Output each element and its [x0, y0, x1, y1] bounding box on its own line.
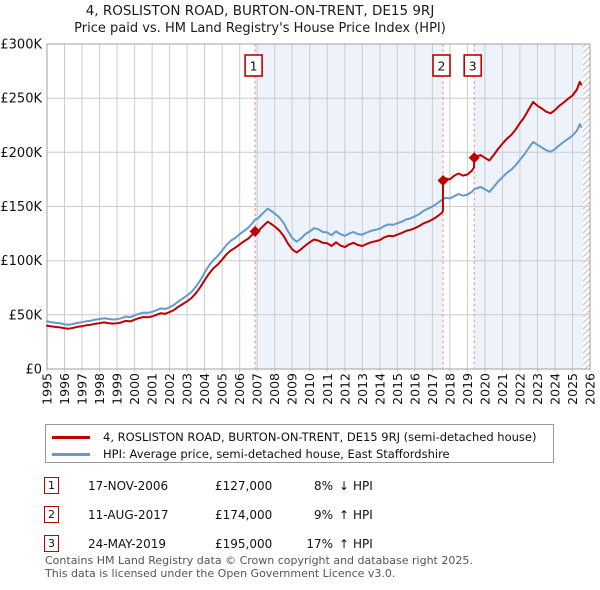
svg-text:2008: 2008: [267, 373, 282, 405]
svg-text:1996: 1996: [57, 373, 72, 405]
page-title: 4, ROSLISTON ROAD, BURTON-ON-TRENT, DE15…: [85, 3, 435, 19]
svg-text:2006: 2006: [232, 373, 247, 405]
svg-text:2018: 2018: [442, 373, 457, 405]
legend-label-property: 4, ROSLISTON ROAD, BURTON-ON-TRENT, DE15…: [103, 430, 537, 444]
svg-text:2019: 2019: [460, 373, 475, 405]
svg-text:2007: 2007: [250, 373, 265, 405]
svg-text:£300K: £300K: [0, 38, 42, 53]
sale-1-date: 17-NOV-2006: [88, 479, 169, 493]
svg-text:2026: 2026: [583, 373, 598, 405]
svg-text:2017: 2017: [425, 373, 440, 405]
sale-3-price: £195,000: [215, 537, 273, 551]
sale-1-percent: 8%: [313, 479, 333, 493]
svg-text:2016: 2016: [407, 373, 422, 405]
sale-1-marker-badge: 1: [44, 477, 59, 494]
sale-row-3: 3 24-MAY-2019 £195,000 17% ↑ HPI: [44, 534, 464, 554]
page-subtitle: Price paid vs. HM Land Registry's House …: [74, 21, 446, 36]
svg-text:£50K: £50K: [9, 308, 43, 323]
sale-1-down-arrow-icon: ↓: [339, 479, 350, 493]
svg-text:2004: 2004: [197, 373, 212, 405]
legend-item-hpi: HPI: Average price, semi-detached house,…: [52, 446, 450, 462]
footer-line-2: This data is licensed under the Open Gov…: [45, 566, 396, 580]
sale-3-date: 24-MAY-2019: [88, 537, 167, 551]
svg-text:2002: 2002: [162, 373, 177, 405]
svg-text:2013: 2013: [355, 373, 370, 405]
sale-2-percent: 9%: [313, 508, 333, 522]
svg-text:2011: 2011: [320, 373, 335, 405]
sale-2-date: 11-AUG-2017: [88, 508, 169, 522]
svg-text:£100K: £100K: [0, 254, 42, 269]
svg-text:2023: 2023: [530, 373, 545, 405]
sale-1-hpi-label: HPI: [353, 479, 373, 493]
sale-1-price: £127,000: [215, 479, 273, 493]
legend-item-property: 4, ROSLISTON ROAD, BURTON-ON-TRENT, DE15…: [52, 429, 536, 445]
sale-2-up-arrow-icon: ↑: [339, 508, 350, 522]
svg-text:2010: 2010: [302, 373, 317, 405]
svg-text:£250K: £250K: [0, 92, 42, 107]
sale-row-2: 2 11-AUG-2017 £174,000 9% ↑ HPI: [44, 505, 464, 525]
svg-text:3: 3: [469, 59, 477, 74]
svg-text:2014: 2014: [372, 373, 387, 405]
legend-box: 4, ROSLISTON ROAD, BURTON-ON-TRENT, DE15…: [45, 424, 554, 463]
svg-text:1999: 1999: [110, 373, 125, 405]
svg-text:2009: 2009: [285, 373, 300, 405]
svg-text:2020: 2020: [477, 373, 492, 405]
footer-line-1: Contains HM Land Registry data © Crown c…: [45, 554, 473, 567]
sale-3-hpi-label: HPI: [353, 537, 373, 551]
sale-2-hpi-label: HPI: [353, 508, 373, 522]
sale-3-marker-badge: 3: [44, 535, 59, 552]
license-footer: Contains HM Land Registry data © Crown c…: [45, 554, 473, 580]
svg-text:2001: 2001: [145, 373, 160, 405]
svg-text:2012: 2012: [337, 373, 352, 405]
sale-2-marker-badge: 2: [44, 506, 59, 523]
svg-text:£150K: £150K: [0, 200, 42, 215]
svg-text:2025: 2025: [565, 373, 580, 405]
svg-text:1998: 1998: [92, 373, 107, 405]
svg-text:2003: 2003: [180, 373, 195, 405]
svg-text:£0: £0: [25, 363, 42, 378]
sale-3-percent: 17%: [306, 537, 333, 551]
svg-text:1997: 1997: [75, 373, 90, 405]
legend-label-hpi: HPI: Average price, semi-detached house,…: [103, 447, 450, 461]
svg-text:2024: 2024: [548, 373, 563, 405]
sale-3-up-arrow-icon: ↑: [339, 537, 350, 551]
svg-text:2005: 2005: [215, 373, 230, 405]
hpi-line-swatch: [52, 452, 90, 456]
svg-text:2000: 2000: [127, 373, 142, 405]
svg-text:2022: 2022: [512, 373, 527, 405]
sale-2-price: £174,000: [215, 508, 273, 522]
svg-text:1995: 1995: [40, 373, 55, 405]
svg-text:2015: 2015: [390, 373, 405, 405]
svg-text:2: 2: [438, 59, 446, 74]
svg-text:2021: 2021: [495, 373, 510, 405]
svg-text:£200K: £200K: [0, 146, 42, 161]
property-line-swatch: [52, 435, 90, 439]
sale-row-1: 1 17-NOV-2006 £127,000 8% ↓ HPI: [44, 476, 464, 496]
svg-text:1: 1: [250, 59, 258, 74]
